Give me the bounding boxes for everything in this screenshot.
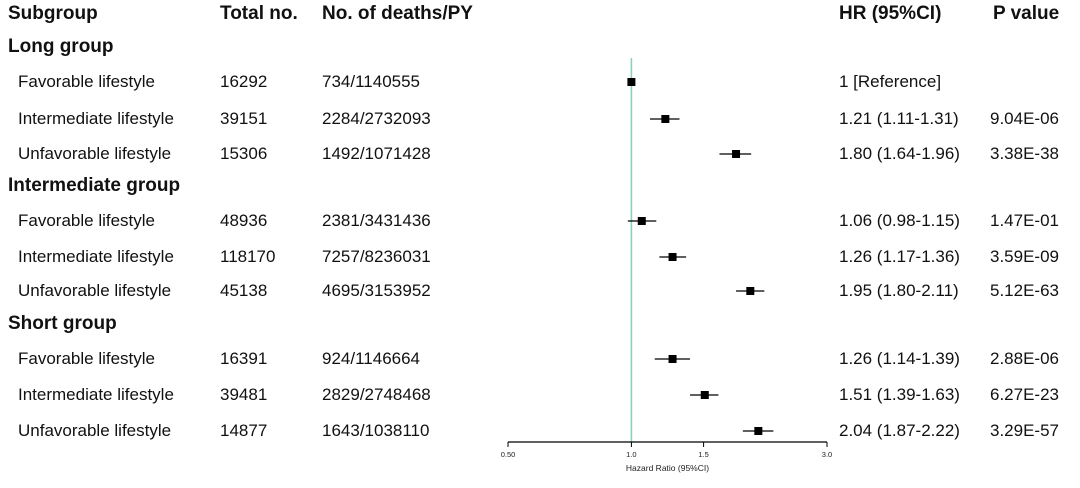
row-subgroup: Intermediate lifestyle bbox=[18, 385, 174, 404]
row-p-value: 9.04E-06 bbox=[990, 109, 1059, 128]
hr-point bbox=[627, 78, 636, 86]
header-total: Total no. bbox=[220, 3, 298, 24]
row-total: 118170 bbox=[220, 247, 276, 266]
row-subgroup: Unfavorable lifestyle bbox=[18, 421, 172, 440]
hr-point bbox=[732, 150, 741, 158]
header-p: P value bbox=[993, 3, 1060, 24]
x-tick-label: 1.0 bbox=[626, 450, 636, 459]
row-p-value: 3.59E-09 bbox=[990, 247, 1059, 266]
row-subgroup: Favorable lifestyle bbox=[18, 211, 156, 230]
header-deaths: No. of deaths/PY bbox=[322, 3, 473, 24]
row-deaths-py: 2284/2732093 bbox=[322, 109, 431, 128]
row-subgroup: Intermediate lifestyle bbox=[18, 109, 174, 128]
header-hr: HR (95%CI) bbox=[839, 3, 942, 24]
row-total: 16391 bbox=[220, 349, 268, 368]
row-p-value: 3.38E-38 bbox=[990, 144, 1059, 163]
row-deaths-py: 924/1146664 bbox=[322, 349, 421, 368]
hr-point bbox=[746, 287, 755, 295]
x-tick-label: 1.5 bbox=[698, 450, 708, 459]
row-total: 45138 bbox=[220, 281, 268, 300]
row-hr-ci: 1.26 (1.14-1.39) bbox=[839, 349, 960, 368]
row-deaths-py: 1643/1038110 bbox=[322, 421, 430, 440]
row-hr-ci: 2.04 (1.87-2.22) bbox=[839, 421, 960, 440]
row-hr-ci: 1 [Reference] bbox=[839, 72, 942, 91]
row-total: 39481 bbox=[220, 385, 268, 404]
row-deaths-py: 4695/3153952 bbox=[322, 281, 431, 300]
row-p-value: 6.27E-23 bbox=[990, 385, 1059, 404]
row-deaths-py: 734/1140555 bbox=[322, 72, 421, 91]
row-deaths-py: 7257/8236031 bbox=[322, 247, 431, 266]
row-hr-ci: 1.21 (1.11-1.31) bbox=[839, 109, 959, 128]
row-deaths-py: 2381/3431436 bbox=[322, 211, 431, 230]
row-p-value: 3.29E-57 bbox=[990, 421, 1059, 440]
hr-point bbox=[700, 391, 709, 399]
row-deaths-py: 2829/2748468 bbox=[322, 385, 431, 404]
hr-point bbox=[661, 115, 670, 123]
group-title: Long group bbox=[8, 36, 114, 57]
x-tick-label: 0.50 bbox=[501, 450, 516, 459]
row-subgroup: Favorable lifestyle bbox=[18, 349, 156, 368]
row-p-value: 1.47E-01 bbox=[990, 211, 1059, 230]
hr-point bbox=[668, 355, 677, 363]
row-total: 15306 bbox=[220, 144, 268, 163]
row-subgroup: Unfavorable lifestyle bbox=[18, 281, 172, 300]
row-p-value: 5.12E-63 bbox=[990, 281, 1059, 300]
row-total: 16292 bbox=[220, 72, 268, 91]
row-hr-ci: 1.26 (1.17-1.36) bbox=[839, 247, 960, 266]
row-subgroup: Intermediate lifestyle bbox=[18, 247, 174, 266]
group-title: Short group bbox=[8, 313, 117, 334]
row-deaths-py: 1492/1071428 bbox=[322, 144, 431, 163]
hr-point bbox=[637, 217, 646, 225]
header-subgroup: Subgroup bbox=[8, 3, 98, 24]
x-axis-title: Hazard Ratio (95%CI) bbox=[626, 463, 709, 473]
row-hr-ci: 1.80 (1.64-1.96) bbox=[839, 144, 960, 163]
hr-point bbox=[754, 427, 763, 435]
row-total: 39151 bbox=[220, 109, 268, 128]
row-hr-ci: 1.06 (0.98-1.15) bbox=[839, 211, 960, 230]
row-total: 48936 bbox=[220, 211, 268, 230]
x-tick-label: 3.0 bbox=[822, 450, 832, 459]
row-p-value: 2.88E-06 bbox=[990, 349, 1059, 368]
row-total: 14877 bbox=[220, 421, 268, 440]
row-hr-ci: 1.51 (1.39-1.63) bbox=[839, 385, 960, 404]
hr-point bbox=[668, 253, 677, 261]
group-title: Intermediate group bbox=[8, 175, 181, 196]
row-subgroup: Unfavorable lifestyle bbox=[18, 144, 172, 163]
row-subgroup: Favorable lifestyle bbox=[18, 72, 156, 91]
row-hr-ci: 1.95 (1.80-2.11) bbox=[839, 281, 959, 300]
